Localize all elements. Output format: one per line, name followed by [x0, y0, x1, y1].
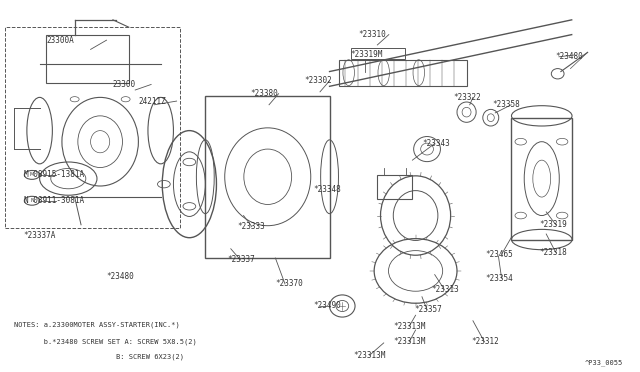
- Text: *23480: *23480: [106, 272, 134, 281]
- Text: M: M: [30, 173, 34, 177]
- Text: *23333: *23333: [237, 222, 265, 231]
- Text: N: N: [30, 198, 34, 203]
- Text: *23319M: *23319M: [351, 51, 383, 60]
- Bar: [511, 118, 572, 240]
- Text: M 08915-1381A: M 08915-1381A: [24, 170, 84, 179]
- Text: *23358: *23358: [492, 100, 520, 109]
- Text: *23354: *23354: [486, 274, 513, 283]
- Bar: [205, 96, 330, 258]
- Text: *23337A: *23337A: [24, 231, 56, 240]
- Text: NOTES: a.23300MOTER ASSY-STARTER(INC.*): NOTES: a.23300MOTER ASSY-STARTER(INC.*): [14, 321, 180, 328]
- Text: 23300A: 23300A: [46, 36, 74, 45]
- Bar: [339, 60, 467, 86]
- Text: *23302: *23302: [304, 76, 332, 85]
- Text: *23322: *23322: [454, 93, 481, 102]
- Text: *23318: *23318: [540, 248, 568, 257]
- Text: *23490: *23490: [314, 301, 341, 311]
- Bar: [351, 48, 404, 60]
- Text: 24211Z: 24211Z: [138, 97, 166, 106]
- Text: b.*23480 SCREW SET A: SCREW 5X8.5(2): b.*23480 SCREW SET A: SCREW 5X8.5(2): [14, 339, 197, 345]
- Text: *23480: *23480: [556, 52, 584, 61]
- Text: *23380: *23380: [250, 89, 278, 98]
- Text: *23370: *23370: [275, 279, 303, 288]
- Text: B: SCREW 6X23(2): B: SCREW 6X23(2): [14, 353, 184, 360]
- Text: ^P33_0055: ^P33_0055: [584, 359, 623, 366]
- Text: *23313M: *23313M: [394, 322, 426, 331]
- Text: 23300: 23300: [113, 80, 136, 89]
- Text: *23313M: *23313M: [394, 337, 426, 346]
- Text: *23337: *23337: [228, 255, 255, 264]
- Text: *23313: *23313: [431, 285, 460, 294]
- Text: *23465: *23465: [486, 250, 513, 259]
- Bar: [46, 35, 129, 83]
- Bar: [4, 27, 180, 228]
- Text: *23348: *23348: [314, 185, 341, 194]
- Text: *23313M: *23313M: [354, 350, 386, 360]
- Text: *23319: *23319: [540, 220, 568, 229]
- Text: *23357: *23357: [414, 305, 442, 314]
- Text: *23310: *23310: [358, 30, 386, 39]
- Text: N 08911-3081A: N 08911-3081A: [24, 196, 84, 205]
- Bar: [378, 175, 412, 199]
- Text: *23343: *23343: [422, 139, 450, 148]
- Text: *23312: *23312: [472, 337, 499, 346]
